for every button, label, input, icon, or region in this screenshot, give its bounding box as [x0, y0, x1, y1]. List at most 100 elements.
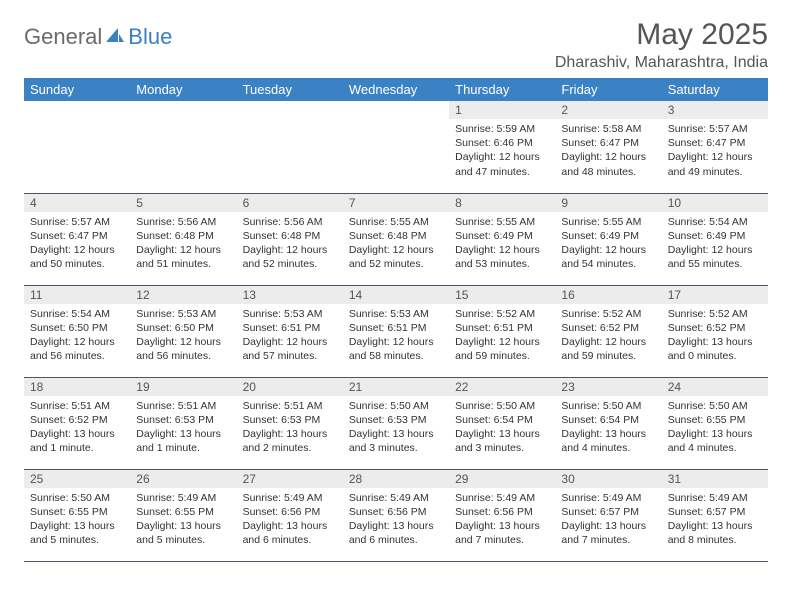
calendar-cell: 28Sunrise: 5:49 AMSunset: 6:56 PMDayligh… — [343, 469, 449, 561]
logo-text-blue: Blue — [128, 24, 172, 50]
day-number: 30 — [555, 470, 661, 488]
calendar-body: 1Sunrise: 5:59 AMSunset: 6:46 PMDaylight… — [24, 101, 768, 561]
day-number: 27 — [237, 470, 343, 488]
calendar-cell: 11Sunrise: 5:54 AMSunset: 6:50 PMDayligh… — [24, 285, 130, 377]
day-details: Sunrise: 5:49 AMSunset: 6:56 PMDaylight:… — [449, 488, 555, 552]
calendar-cell: 5Sunrise: 5:56 AMSunset: 6:48 PMDaylight… — [130, 193, 236, 285]
calendar-cell: 7Sunrise: 5:55 AMSunset: 6:48 PMDaylight… — [343, 193, 449, 285]
day-number: 1 — [449, 101, 555, 119]
day-number: 11 — [24, 286, 130, 304]
calendar-cell: 10Sunrise: 5:54 AMSunset: 6:49 PMDayligh… — [662, 193, 768, 285]
day-details: Sunrise: 5:50 AMSunset: 6:54 PMDaylight:… — [449, 396, 555, 460]
day-details: Sunrise: 5:53 AMSunset: 6:51 PMDaylight:… — [237, 304, 343, 368]
day-number: 28 — [343, 470, 449, 488]
day-number: 29 — [449, 470, 555, 488]
day-number: 13 — [237, 286, 343, 304]
calendar-cell: 14Sunrise: 5:53 AMSunset: 6:51 PMDayligh… — [343, 285, 449, 377]
calendar-cell: 6Sunrise: 5:56 AMSunset: 6:48 PMDaylight… — [237, 193, 343, 285]
day-number: 8 — [449, 194, 555, 212]
day-details: Sunrise: 5:50 AMSunset: 6:53 PMDaylight:… — [343, 396, 449, 460]
calendar-cell: 19Sunrise: 5:51 AMSunset: 6:53 PMDayligh… — [130, 377, 236, 469]
calendar-row: 1Sunrise: 5:59 AMSunset: 6:46 PMDaylight… — [24, 101, 768, 193]
weekday-header: Thursday — [449, 78, 555, 101]
day-details: Sunrise: 5:55 AMSunset: 6:49 PMDaylight:… — [449, 212, 555, 276]
weekday-header: Friday — [555, 78, 661, 101]
calendar-cell — [237, 101, 343, 193]
day-number: 16 — [555, 286, 661, 304]
calendar-cell: 29Sunrise: 5:49 AMSunset: 6:56 PMDayligh… — [449, 469, 555, 561]
calendar-cell: 24Sunrise: 5:50 AMSunset: 6:55 PMDayligh… — [662, 377, 768, 469]
calendar-cell: 9Sunrise: 5:55 AMSunset: 6:49 PMDaylight… — [555, 193, 661, 285]
calendar-cell: 27Sunrise: 5:49 AMSunset: 6:56 PMDayligh… — [237, 469, 343, 561]
day-details: Sunrise: 5:55 AMSunset: 6:49 PMDaylight:… — [555, 212, 661, 276]
day-number: 24 — [662, 378, 768, 396]
location: Dharashiv, Maharashtra, India — [555, 54, 768, 72]
calendar-cell: 30Sunrise: 5:49 AMSunset: 6:57 PMDayligh… — [555, 469, 661, 561]
calendar-cell: 23Sunrise: 5:50 AMSunset: 6:54 PMDayligh… — [555, 377, 661, 469]
calendar-row: 25Sunrise: 5:50 AMSunset: 6:55 PMDayligh… — [24, 469, 768, 561]
day-number: 23 — [555, 378, 661, 396]
day-number: 7 — [343, 194, 449, 212]
weekday-header: Tuesday — [237, 78, 343, 101]
calendar-cell: 17Sunrise: 5:52 AMSunset: 6:52 PMDayligh… — [662, 285, 768, 377]
day-details: Sunrise: 5:56 AMSunset: 6:48 PMDaylight:… — [130, 212, 236, 276]
day-number: 12 — [130, 286, 236, 304]
day-details: Sunrise: 5:51 AMSunset: 6:52 PMDaylight:… — [24, 396, 130, 460]
calendar-cell: 2Sunrise: 5:58 AMSunset: 6:47 PMDaylight… — [555, 101, 661, 193]
calendar-cell — [24, 101, 130, 193]
calendar-cell: 8Sunrise: 5:55 AMSunset: 6:49 PMDaylight… — [449, 193, 555, 285]
weekday-header: Saturday — [662, 78, 768, 101]
day-details: Sunrise: 5:56 AMSunset: 6:48 PMDaylight:… — [237, 212, 343, 276]
day-details: Sunrise: 5:51 AMSunset: 6:53 PMDaylight:… — [130, 396, 236, 460]
day-details: Sunrise: 5:49 AMSunset: 6:57 PMDaylight:… — [555, 488, 661, 552]
calendar-row: 4Sunrise: 5:57 AMSunset: 6:47 PMDaylight… — [24, 193, 768, 285]
day-details: Sunrise: 5:53 AMSunset: 6:50 PMDaylight:… — [130, 304, 236, 368]
day-number: 5 — [130, 194, 236, 212]
calendar-table: SundayMondayTuesdayWednesdayThursdayFrid… — [24, 78, 768, 562]
calendar-cell: 22Sunrise: 5:50 AMSunset: 6:54 PMDayligh… — [449, 377, 555, 469]
calendar-cell: 31Sunrise: 5:49 AMSunset: 6:57 PMDayligh… — [662, 469, 768, 561]
calendar-cell: 16Sunrise: 5:52 AMSunset: 6:52 PMDayligh… — [555, 285, 661, 377]
calendar-cell: 25Sunrise: 5:50 AMSunset: 6:55 PMDayligh… — [24, 469, 130, 561]
day-number: 15 — [449, 286, 555, 304]
day-details: Sunrise: 5:52 AMSunset: 6:52 PMDaylight:… — [662, 304, 768, 368]
calendar-cell: 13Sunrise: 5:53 AMSunset: 6:51 PMDayligh… — [237, 285, 343, 377]
calendar-cell — [130, 101, 236, 193]
calendar-cell: 1Sunrise: 5:59 AMSunset: 6:46 PMDaylight… — [449, 101, 555, 193]
day-details: Sunrise: 5:49 AMSunset: 6:57 PMDaylight:… — [662, 488, 768, 552]
calendar-cell: 26Sunrise: 5:49 AMSunset: 6:55 PMDayligh… — [130, 469, 236, 561]
day-number: 22 — [449, 378, 555, 396]
calendar-cell: 4Sunrise: 5:57 AMSunset: 6:47 PMDaylight… — [24, 193, 130, 285]
day-number: 25 — [24, 470, 130, 488]
day-number: 2 — [555, 101, 661, 119]
day-details: Sunrise: 5:49 AMSunset: 6:56 PMDaylight:… — [237, 488, 343, 552]
day-details: Sunrise: 5:55 AMSunset: 6:48 PMDaylight:… — [343, 212, 449, 276]
calendar-cell: 21Sunrise: 5:50 AMSunset: 6:53 PMDayligh… — [343, 377, 449, 469]
logo: General Blue — [24, 24, 172, 50]
day-details: Sunrise: 5:51 AMSunset: 6:53 PMDaylight:… — [237, 396, 343, 460]
day-details: Sunrise: 5:52 AMSunset: 6:52 PMDaylight:… — [555, 304, 661, 368]
day-details: Sunrise: 5:59 AMSunset: 6:46 PMDaylight:… — [449, 119, 555, 183]
day-details: Sunrise: 5:50 AMSunset: 6:55 PMDaylight:… — [24, 488, 130, 552]
day-details: Sunrise: 5:57 AMSunset: 6:47 PMDaylight:… — [662, 119, 768, 183]
day-number: 26 — [130, 470, 236, 488]
day-details: Sunrise: 5:49 AMSunset: 6:56 PMDaylight:… — [343, 488, 449, 552]
weekday-header-row: SundayMondayTuesdayWednesdayThursdayFrid… — [24, 78, 768, 101]
day-details: Sunrise: 5:52 AMSunset: 6:51 PMDaylight:… — [449, 304, 555, 368]
calendar-cell: 20Sunrise: 5:51 AMSunset: 6:53 PMDayligh… — [237, 377, 343, 469]
weekday-header: Sunday — [24, 78, 130, 101]
day-details: Sunrise: 5:50 AMSunset: 6:55 PMDaylight:… — [662, 396, 768, 460]
calendar-cell: 12Sunrise: 5:53 AMSunset: 6:50 PMDayligh… — [130, 285, 236, 377]
logo-sail-icon — [105, 26, 125, 49]
day-details: Sunrise: 5:58 AMSunset: 6:47 PMDaylight:… — [555, 119, 661, 183]
day-number: 31 — [662, 470, 768, 488]
day-details: Sunrise: 5:54 AMSunset: 6:50 PMDaylight:… — [24, 304, 130, 368]
calendar-cell — [343, 101, 449, 193]
title-block: May 2025 Dharashiv, Maharashtra, India — [555, 18, 768, 72]
calendar-row: 11Sunrise: 5:54 AMSunset: 6:50 PMDayligh… — [24, 285, 768, 377]
month-title: May 2025 — [555, 18, 768, 52]
day-number: 3 — [662, 101, 768, 119]
day-details: Sunrise: 5:49 AMSunset: 6:55 PMDaylight:… — [130, 488, 236, 552]
day-details: Sunrise: 5:54 AMSunset: 6:49 PMDaylight:… — [662, 212, 768, 276]
header: General Blue May 2025 Dharashiv, Maharas… — [24, 18, 768, 72]
